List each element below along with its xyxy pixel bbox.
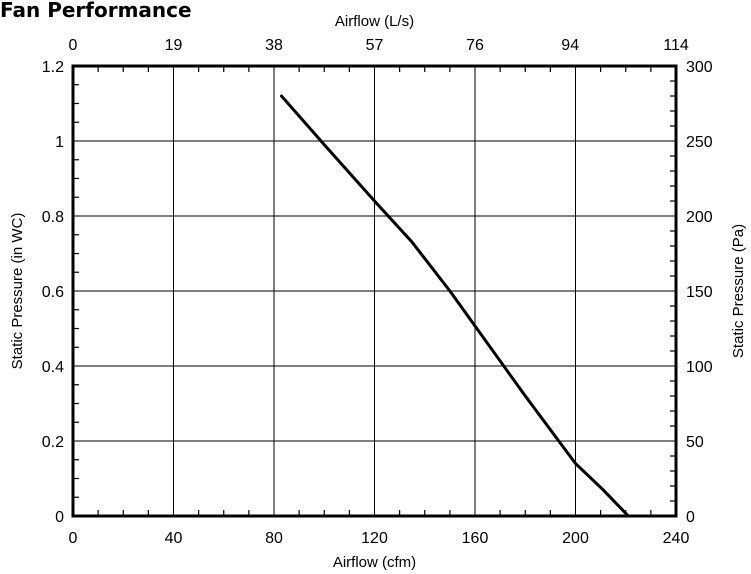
y2-tick-label: 100 <box>686 359 713 376</box>
x-tick-label: 80 <box>265 530 283 547</box>
x-tick-label: 120 <box>361 530 388 547</box>
y2-tick-label: 50 <box>686 434 704 451</box>
x2-tick-label: 94 <box>561 37 579 54</box>
y2-tick-label: 200 <box>686 209 713 226</box>
tick-labels: 0 40 80 120 160 200 240 0 19 38 57 76 94 114 0 0.2 0.4 0.… <box>42 37 713 547</box>
y2-tick-label: 250 <box>686 134 713 151</box>
y2-tick-label: 150 <box>686 284 713 301</box>
x2-tick-label: 38 <box>265 37 283 54</box>
x-tick-label: 0 <box>69 530 78 547</box>
x2-tick-label: 0 <box>69 37 78 54</box>
x-tick-label: 160 <box>462 530 489 547</box>
x-tick-label: 240 <box>663 530 690 547</box>
y-tick-label: 0.2 <box>42 434 64 451</box>
fan-curve-line <box>280 94 630 518</box>
y-tick-label: 1.2 <box>42 59 64 76</box>
x-axis-label: Airflow (cfm) <box>333 554 416 571</box>
chart-title: Fan Performance <box>0 0 192 22</box>
x2-tick-label: 114 <box>663 37 689 54</box>
series-layer <box>280 94 630 518</box>
y-tick-label: 0.6 <box>42 284 64 301</box>
y-axis-label: Static Pressure (in WC) <box>9 213 26 370</box>
y2-tick-label: 0 <box>686 509 695 526</box>
x-tick-label: 200 <box>562 530 589 547</box>
grid-lines <box>73 66 676 516</box>
top-axis-label: Airflow (L/s) <box>335 13 414 30</box>
y2-tick-label: 300 <box>686 59 713 76</box>
x2-tick-label: 19 <box>165 37 183 54</box>
x2-tick-label: 76 <box>466 37 484 54</box>
y-tick-label: 1 <box>55 134 64 151</box>
x-tick-label: 40 <box>165 530 183 547</box>
y-tick-label: 0 <box>55 509 64 526</box>
right-axis-label: Static Pressure (Pa) <box>730 224 747 358</box>
y-tick-label: 0.4 <box>42 359 64 376</box>
y-tick-label: 0.8 <box>42 209 64 226</box>
x2-tick-label: 57 <box>366 37 384 54</box>
plot-frame <box>71 64 678 518</box>
